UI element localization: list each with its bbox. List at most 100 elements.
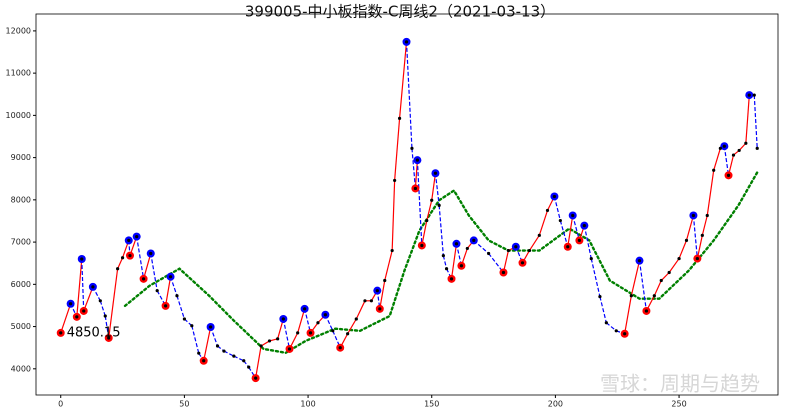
price-point <box>433 171 438 175</box>
price-point <box>437 203 441 207</box>
price-point <box>91 285 95 289</box>
price-point <box>308 331 313 335</box>
price-segment <box>81 258 85 311</box>
price-segment <box>282 318 291 350</box>
price-point <box>175 294 179 298</box>
price-point <box>127 238 131 243</box>
price-segment <box>590 258 601 297</box>
price-segment <box>248 366 257 379</box>
price-segment <box>668 258 680 273</box>
price-point <box>501 270 506 275</box>
x-tick-label: 250 <box>671 400 686 409</box>
price-point <box>667 270 671 275</box>
price-segment <box>99 300 106 317</box>
price-point <box>514 245 518 249</box>
price-point <box>247 365 251 369</box>
price-point <box>107 336 111 340</box>
x-tick-label: 150 <box>424 400 439 409</box>
y-tick-label: 9000 <box>11 153 31 162</box>
price-point <box>323 313 327 317</box>
price-point <box>296 331 300 335</box>
price-point <box>383 278 387 283</box>
price-segment <box>421 220 428 246</box>
price-point <box>566 245 570 249</box>
price-point <box>684 238 689 243</box>
price-point <box>303 307 307 311</box>
price-point <box>712 168 716 172</box>
price-point <box>190 324 194 328</box>
price-segment <box>165 276 172 306</box>
price-segment <box>745 95 750 144</box>
price-point <box>103 314 107 318</box>
price-segment <box>738 142 747 151</box>
price-point <box>338 346 342 350</box>
price-segment <box>405 41 413 149</box>
price-segment <box>553 196 561 221</box>
price-segment <box>297 308 306 334</box>
price-point <box>718 146 722 150</box>
x-tick-label: 0 <box>58 400 63 409</box>
price-segment <box>706 170 715 216</box>
price-segment <box>685 215 694 241</box>
price-point <box>168 275 173 279</box>
price-point <box>116 267 120 271</box>
ma-line <box>123 171 759 355</box>
price-segment <box>416 160 423 246</box>
price-segment <box>630 260 641 296</box>
price-segment <box>567 215 574 247</box>
price-point <box>465 246 469 251</box>
price-segment <box>660 272 670 281</box>
price-point <box>425 218 429 223</box>
price-point <box>287 347 292 351</box>
price-point <box>75 315 79 319</box>
price-point <box>571 213 575 218</box>
price-point <box>659 278 663 283</box>
price-segment <box>183 318 193 327</box>
price-segment <box>233 355 245 362</box>
price-point <box>69 302 73 306</box>
price-point <box>695 256 699 261</box>
price-segment <box>414 160 418 189</box>
price-point <box>331 329 335 333</box>
price-point <box>375 289 379 293</box>
price-segment <box>136 236 145 279</box>
watermark: 雪球：周期与趋势 <box>600 372 760 396</box>
price-segment <box>391 180 396 251</box>
price-segment <box>411 148 417 189</box>
price-point <box>537 233 541 237</box>
y-tick-label: 10000 <box>6 111 31 120</box>
price-segment <box>559 220 569 247</box>
price-segment <box>723 146 730 176</box>
price-segment <box>394 118 401 181</box>
price-segment <box>223 350 235 357</box>
price-segment <box>678 240 688 259</box>
price-segment <box>605 322 617 332</box>
price-point <box>397 116 402 120</box>
price-segment <box>76 258 83 317</box>
price-segment <box>713 148 721 171</box>
price-point <box>700 233 704 237</box>
x-tick-label: 100 <box>300 400 315 409</box>
price-point <box>637 259 642 263</box>
price-point <box>527 248 532 253</box>
price-segment <box>701 215 708 236</box>
price-point <box>577 238 581 243</box>
price-point <box>363 299 367 303</box>
price-point <box>415 158 419 162</box>
price-segment <box>624 295 632 334</box>
y-tick-label: 5000 <box>11 322 31 331</box>
price-point <box>369 299 373 303</box>
price-point <box>441 254 445 258</box>
price-point <box>604 321 608 325</box>
price-point <box>232 354 236 358</box>
price-segment <box>83 286 94 312</box>
price-point <box>558 218 562 223</box>
price-point <box>215 344 220 348</box>
price-point <box>545 208 550 213</box>
price-segment <box>304 308 312 334</box>
chart-title: 399005-中小板指数-C周线2（2021-03-13） <box>245 3 555 21</box>
price-point <box>135 235 139 239</box>
price-point <box>598 294 602 299</box>
price-segment <box>583 225 592 259</box>
y-tick-label: 7000 <box>11 238 31 247</box>
